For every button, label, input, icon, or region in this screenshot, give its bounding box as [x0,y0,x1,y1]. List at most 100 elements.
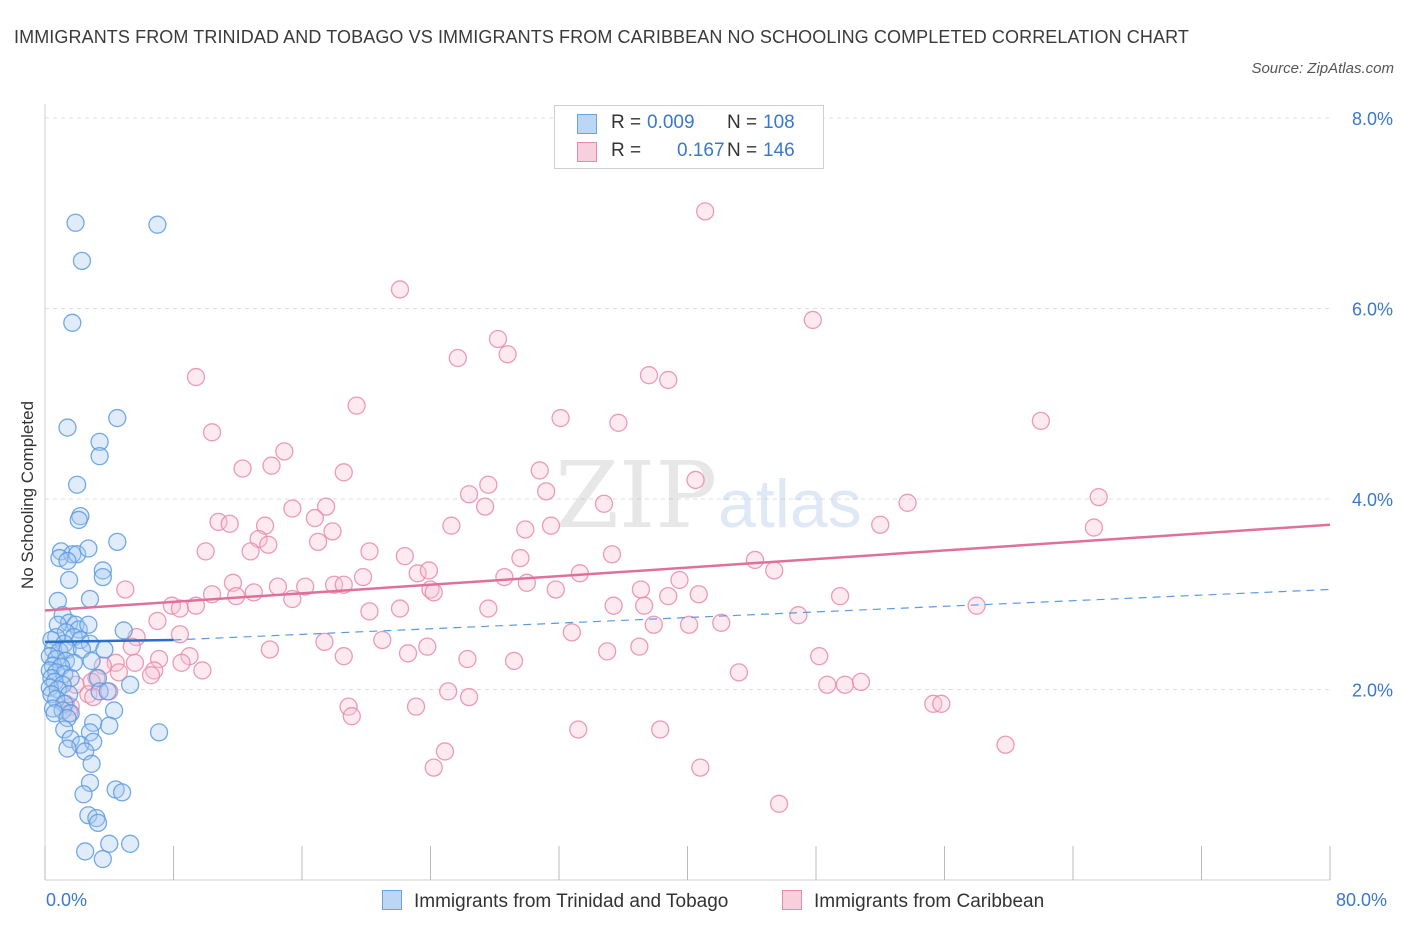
watermark-atlas: atlas [718,466,862,542]
data-point [82,754,101,773]
data-point [353,567,373,587]
data-point [996,735,1015,754]
data-point [283,499,302,518]
data-point [104,701,124,720]
data-point [765,561,784,580]
data-point [479,475,498,494]
data-point [546,580,565,599]
caribbean-points [56,202,1108,813]
data-point [439,682,458,701]
data-point [659,370,678,390]
data-point [604,596,623,615]
data-point [79,615,98,634]
data-point [80,773,100,792]
data-point [93,849,112,869]
data-point [639,366,659,385]
data-point [789,606,808,625]
data-point [458,649,477,669]
x-tick-max: 80.0% [1336,890,1388,910]
data-point [55,720,74,739]
data-point [630,637,649,656]
data-point [98,682,117,701]
data-point [149,723,169,742]
data-point [530,461,549,480]
data-point [745,550,765,570]
data-point [696,202,715,221]
legend-n-label: N = [727,112,758,133]
data-point [712,613,731,632]
data-point [108,532,127,552]
data-point [418,637,437,656]
bottom-legend-swatch-blue [382,890,402,910]
data-point [851,672,871,692]
data-point [148,611,167,631]
data-point [537,482,556,501]
bottom-legend-trinidad: Immigrants from Trinidad and Tobago [382,890,728,913]
data-point [342,707,361,726]
data-point [82,651,101,671]
data-point [659,587,678,606]
y-tick-label: 2.0% [1352,681,1393,701]
data-point [196,542,215,561]
data-point [373,630,392,650]
data-point [67,545,87,564]
data-point [495,567,514,587]
watermark-zip: ZIP [555,442,717,549]
data-point [398,644,418,663]
data-point [172,653,191,672]
legend-swatch-blue [577,114,597,134]
data-point [324,575,344,594]
y-tick-label: 4.0% [1352,490,1393,510]
data-point [58,418,77,437]
data-point [323,522,342,541]
data-point [810,647,829,666]
data-point [634,596,654,615]
data-point [475,497,495,516]
data-point [186,367,206,387]
data-point [80,589,100,609]
data-point [562,623,581,642]
data-point [769,794,789,813]
data-point [504,651,524,671]
data-point [459,485,479,504]
data-point [90,432,109,452]
data-point [315,632,334,652]
data-point [609,413,628,432]
trinidad-points [40,213,169,869]
data-point [1089,487,1108,507]
data-point [58,708,77,728]
data-point [871,515,890,534]
legend-swatch-pink [577,142,597,162]
data-point [516,520,535,539]
data-point [818,675,837,694]
data-point [498,345,517,364]
data-point [511,548,530,568]
data-point [112,783,132,802]
data-point [424,758,443,777]
data-point [93,561,112,580]
data-point [244,583,263,602]
data-point [79,539,98,558]
data-point [260,640,280,659]
data-point [390,280,410,299]
trend-line-caribbean [44,523,1331,612]
data-point [120,675,140,694]
data-point [347,396,366,415]
data-point [406,697,426,716]
data-point [120,834,140,853]
data-point [76,842,95,861]
data-point [149,649,169,669]
bottom-legend-swatch-pink [782,890,802,910]
data-point [488,329,508,349]
data-point [74,785,93,804]
data-point [220,514,239,533]
data-point [55,694,74,713]
data-point [1031,411,1051,431]
data-point [932,694,951,713]
data-point [569,720,588,739]
data-point [479,599,498,618]
data-point [316,497,336,516]
data-point [100,834,119,853]
data-point [116,580,135,599]
data-point [209,512,228,532]
